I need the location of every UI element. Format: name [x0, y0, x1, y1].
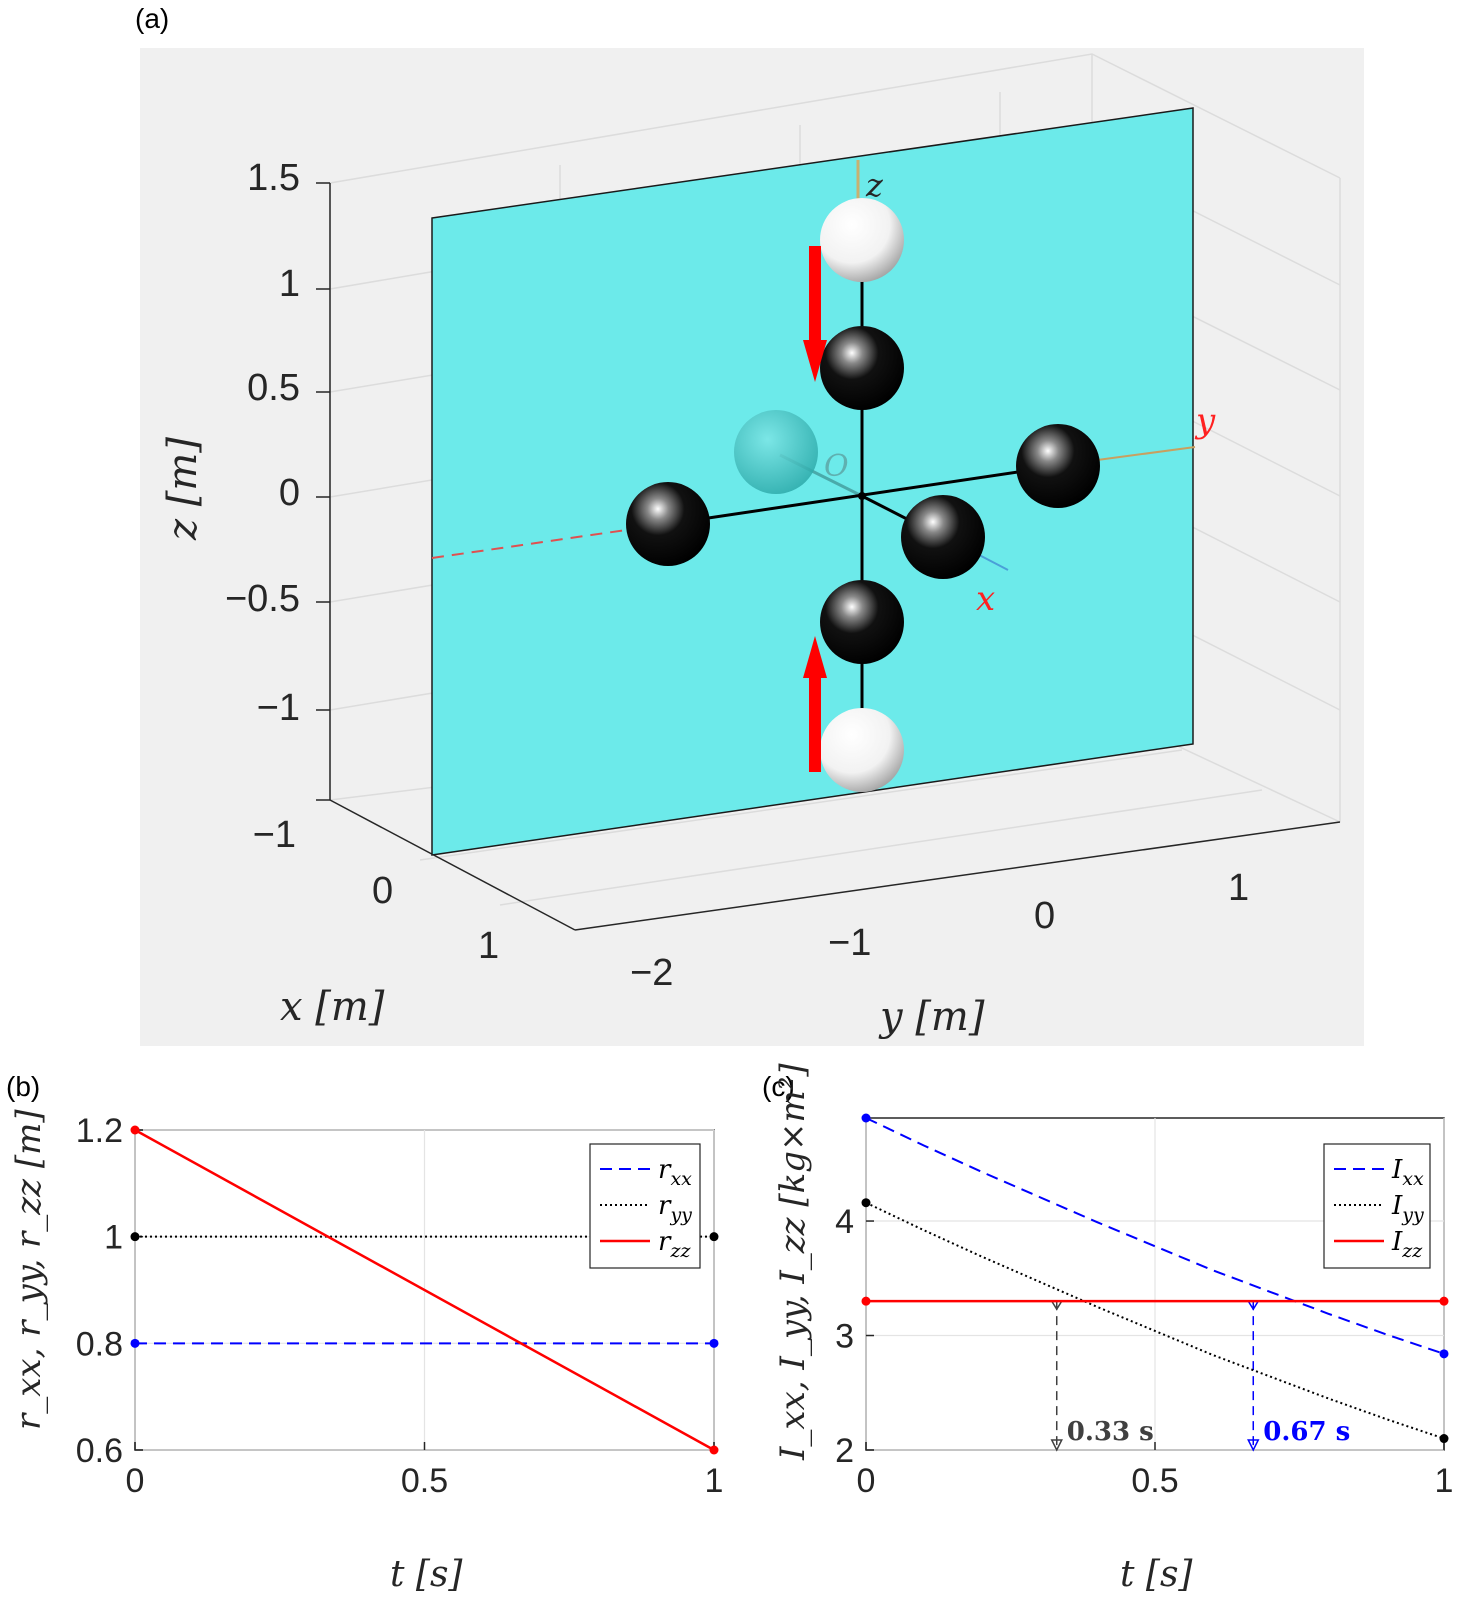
chart-c-xlabel: t [s]	[1120, 1554, 1193, 1595]
chart-b-xlabel: t [s]	[390, 1554, 463, 1595]
y-tick-label: 0.6	[76, 1432, 123, 1470]
legend-label: Izz	[1391, 1227, 1423, 1262]
y-tick-label: 3	[835, 1318, 854, 1356]
z-tick-marks	[316, 182, 330, 801]
z-tick-label: 0.5	[247, 367, 300, 409]
x-axis-letter: x	[976, 579, 995, 619]
y-tick-label: 1	[1228, 867, 1249, 909]
sphere-dark-lower	[820, 580, 904, 664]
y-tick-labels: −2 −1 0 1	[630, 867, 1249, 994]
legend-label: ryy	[658, 1191, 692, 1226]
chart-c-ylabel: I_xx, I_yy, I_zz [kg×m²]	[773, 1063, 813, 1461]
series-endpoint-marker	[130, 1125, 140, 1135]
z-tick-label: −0.5	[225, 578, 300, 620]
z-tick-labels: 1.5 1 0.5 0 −0.5 −1 −1	[225, 157, 300, 856]
series-endpoint-marker	[861, 1198, 871, 1208]
hidden-sphere	[734, 410, 818, 494]
annotation-arrowhead	[1247, 1439, 1260, 1452]
annotation-arrowhead	[1050, 1439, 1063, 1452]
y-axis-letter: y	[1194, 401, 1216, 441]
chart-b-ticks: 0 0.5 1 0.6 0.8 1 1.2	[76, 1112, 724, 1500]
z-tick-label: 0	[279, 472, 300, 514]
series-endpoint-marker	[861, 1113, 871, 1123]
y-tick-label: 2	[835, 1432, 854, 1470]
z-tick-label: −1	[253, 814, 296, 856]
series-endpoint-marker	[709, 1232, 719, 1242]
x-tick-label: 0.5	[401, 1462, 448, 1500]
legend-label: Iyy	[1391, 1191, 1424, 1226]
x-tick-label: 0	[126, 1462, 145, 1500]
box-axes	[329, 183, 1341, 931]
series-endpoint-marker	[130, 1338, 140, 1348]
panel-label-a: (a)	[135, 3, 169, 34]
z-axis-letter: z	[865, 166, 884, 204]
series-endpoint-marker	[1439, 1296, 1449, 1306]
chart-b-ylabel: r_xx, r_yy, r_zz [m]	[9, 1109, 49, 1430]
legend-box	[1323, 1143, 1431, 1269]
red-arrow-up	[803, 636, 827, 772]
panel-label-b: (b)	[6, 1071, 40, 1102]
x-axis-title: x [m]	[280, 984, 385, 1030]
red-arrow-down	[803, 246, 827, 382]
series-line-Iyy	[865, 1201, 1445, 1440]
cyan-plane	[431, 107, 1194, 856]
origin-point	[858, 492, 866, 500]
dashed-y-axis-extension	[431, 527, 641, 559]
sphere-dark-left	[626, 482, 710, 566]
z-tick-label: 1	[279, 263, 300, 305]
chart-c-series	[861, 1113, 1449, 1444]
sphere-light-top	[820, 198, 904, 282]
series-endpoint-marker	[1439, 1349, 1449, 1359]
legend-label: Ixx	[1391, 1155, 1424, 1190]
chart-c-ticks: 0 0.5 1 2 3 4	[835, 1203, 1453, 1500]
series-endpoint-marker	[709, 1445, 719, 1455]
chart-c-annotations: 0.33 s 0.67 s	[1050, 1300, 1350, 1452]
series-line-Ixx	[865, 1117, 1445, 1355]
x-tick-label: 0	[372, 870, 393, 912]
series-endpoint-marker	[130, 1232, 140, 1242]
origin-letter: O	[824, 449, 849, 484]
series-line-rzz	[134, 1128, 715, 1452]
y-tick-label: 1	[104, 1219, 123, 1257]
y-tick-label: 4	[835, 1203, 854, 1241]
series-endpoint-marker	[1439, 1434, 1449, 1444]
x-tick-label: 1	[1435, 1462, 1454, 1500]
x-tick-labels: 0 1	[372, 870, 499, 967]
z-tick-label: 1.5	[247, 157, 300, 199]
annotation-label: 0.67 s	[1263, 1417, 1350, 1447]
series-endpoint-marker	[861, 1296, 871, 1306]
y-tick-label: −2	[630, 952, 673, 994]
y-tick-label: 0.8	[76, 1325, 123, 1363]
z-tick-label: −1	[257, 687, 300, 729]
z-axis-title: z [m]	[160, 437, 206, 541]
x-tick-label: 0.5	[1131, 1462, 1178, 1500]
sphere-dark-front	[901, 495, 985, 579]
x-tick-label: 0	[857, 1462, 876, 1500]
y-axis-title: y [m]	[878, 994, 985, 1040]
x-tick-label: 1	[478, 925, 499, 967]
series-endpoint-marker	[709, 1338, 719, 1348]
scene3d-panel: 1.5 1 0.5 0 −0.5 −1 −1 0 1 −2 −1 0 1 x […	[140, 48, 1364, 1046]
y-tick-label: 0	[1034, 895, 1055, 937]
y-tick-label: 1.2	[76, 1112, 123, 1150]
sphere-dark-right	[1016, 424, 1100, 508]
chart-b-series	[130, 1125, 719, 1455]
legend-label: rxx	[658, 1155, 692, 1190]
legend-label: rzz	[658, 1227, 691, 1262]
sphere-dark-upper	[820, 326, 904, 410]
panel-label-c: (c)	[762, 1071, 795, 1102]
x-tick-label: 1	[705, 1462, 724, 1500]
sphere-light-bottom	[820, 708, 904, 792]
y-tick-label: −1	[828, 922, 871, 964]
annotation-label: 0.33 s	[1067, 1417, 1154, 1447]
